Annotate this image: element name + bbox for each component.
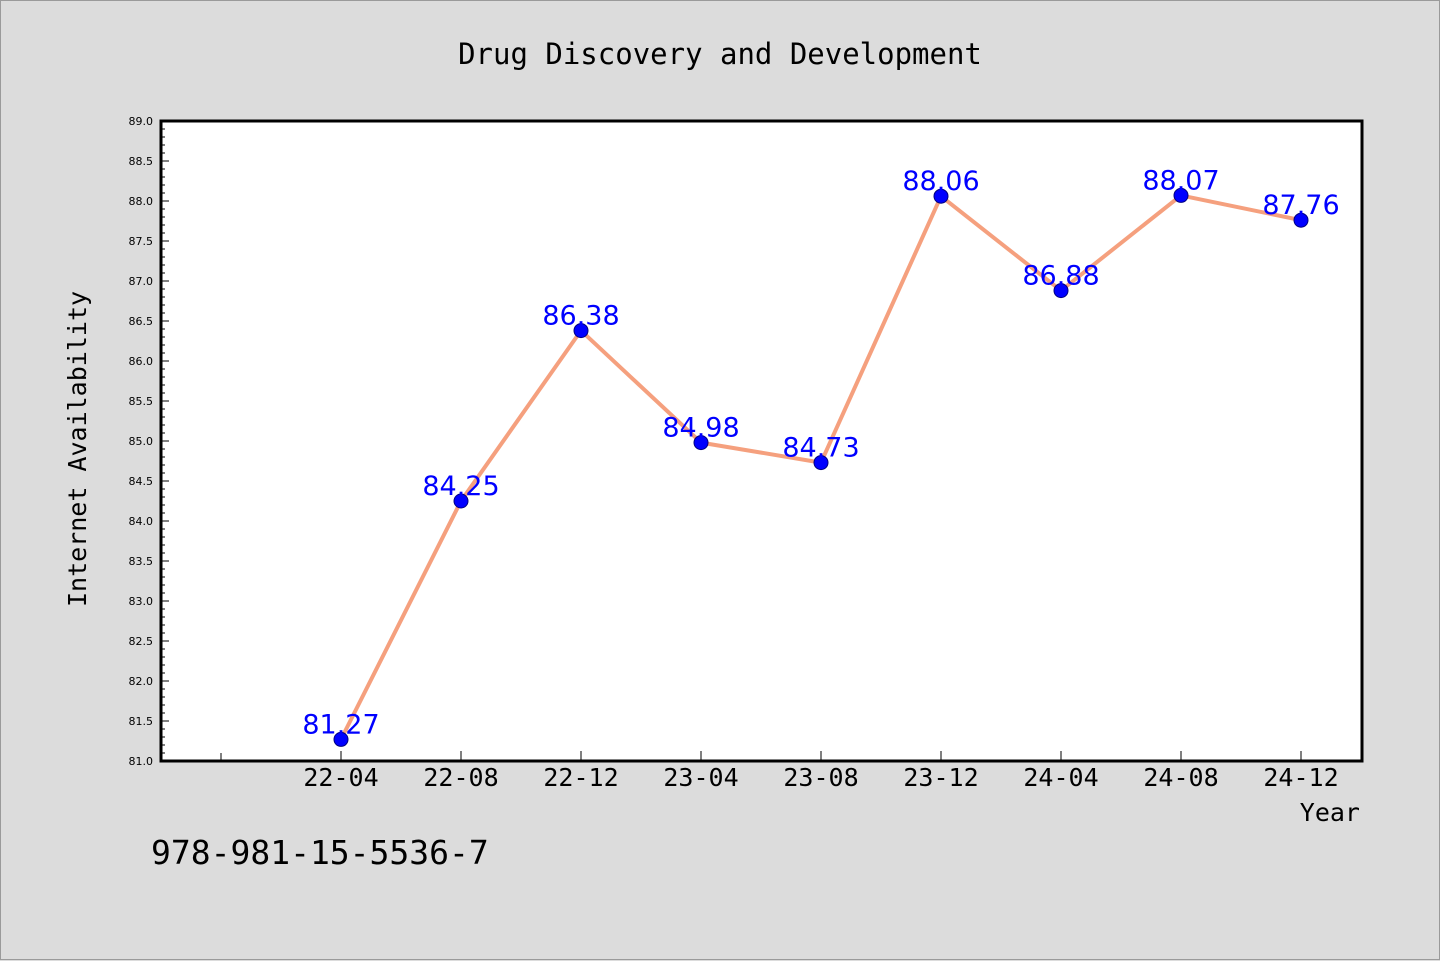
y-tick-label: 87.5	[129, 235, 154, 248]
y-tick-label: 81.0	[129, 755, 154, 768]
series-group: 81.27 84.25 86.38 84.98 84.73 88.06 86.88 88.07…	[302, 165, 1340, 747]
x-tick-label: 22-08	[423, 763, 498, 792]
x-tick-label: 24-08	[1143, 763, 1218, 792]
data-label: 87.76	[1262, 190, 1339, 221]
data-point	[693, 435, 709, 451]
data-label: 86.38	[542, 301, 619, 332]
data-point	[933, 188, 949, 204]
y-tick-label: 86.5	[129, 315, 154, 328]
x-axis-label: Year	[1300, 798, 1360, 827]
data-point	[573, 323, 589, 339]
y-tick-label: 84.0	[129, 515, 154, 528]
x-tick-label: 22-04	[303, 763, 378, 792]
data-point	[813, 455, 829, 471]
y-tick-label: 87.0	[129, 275, 154, 288]
data-label: 86.88	[1022, 261, 1099, 292]
y-tick-label: 83.5	[129, 555, 154, 568]
y-tick-label: 83.0	[129, 595, 154, 608]
data-point	[453, 493, 469, 509]
y-axis: 81.0 81.5 82.0 82.5 83.0 83.5 84.0 84.5 85.0 85.5…	[129, 115, 169, 768]
data-point	[1293, 212, 1309, 228]
y-tick-label: 82.5	[129, 635, 154, 648]
y-tick-label: 85.5	[129, 395, 154, 408]
data-label: 88.07	[1142, 165, 1219, 196]
y-tick-label: 82.0	[129, 675, 154, 688]
x-tick-label: 24-12	[1263, 763, 1338, 792]
data-point	[333, 731, 349, 747]
data-label: 84.25	[422, 471, 499, 502]
y-axis-label: Internet Availability	[63, 291, 92, 607]
data-point	[1053, 283, 1069, 299]
plot-frame	[159, 119, 1364, 763]
x-tick-label: 23-12	[903, 763, 978, 792]
chart-title: Drug Discovery and Development	[458, 37, 982, 71]
data-label: 88.06	[902, 166, 979, 197]
x-tick-label: 23-04	[663, 763, 738, 792]
y-tick-label: 89.0	[129, 115, 154, 128]
x-tick-label: 22-12	[543, 763, 618, 792]
y-tick-label: 81.5	[129, 715, 154, 728]
isbn-text: 978-981-15-5536-7	[151, 833, 489, 872]
x-tick-label: 23-08	[783, 763, 858, 792]
x-tick-label: 24-04	[1023, 763, 1098, 792]
x-axis: 22-04 22-08 22-12 23-04 23-08 23-12 24-04 24-08…	[220, 751, 1339, 792]
data-point	[1173, 187, 1189, 203]
data-label: 84.98	[662, 413, 739, 444]
plot-area	[161, 121, 1362, 761]
data-label: 84.73	[782, 433, 859, 464]
y-tick-label: 88.0	[129, 195, 154, 208]
y-tick-label: 84.5	[129, 475, 154, 488]
y-tick-label: 86.0	[129, 355, 154, 368]
y-tick-label: 85.0	[129, 435, 154, 448]
y-tick-label: 88.5	[129, 155, 154, 168]
data-label: 81.27	[302, 709, 379, 740]
